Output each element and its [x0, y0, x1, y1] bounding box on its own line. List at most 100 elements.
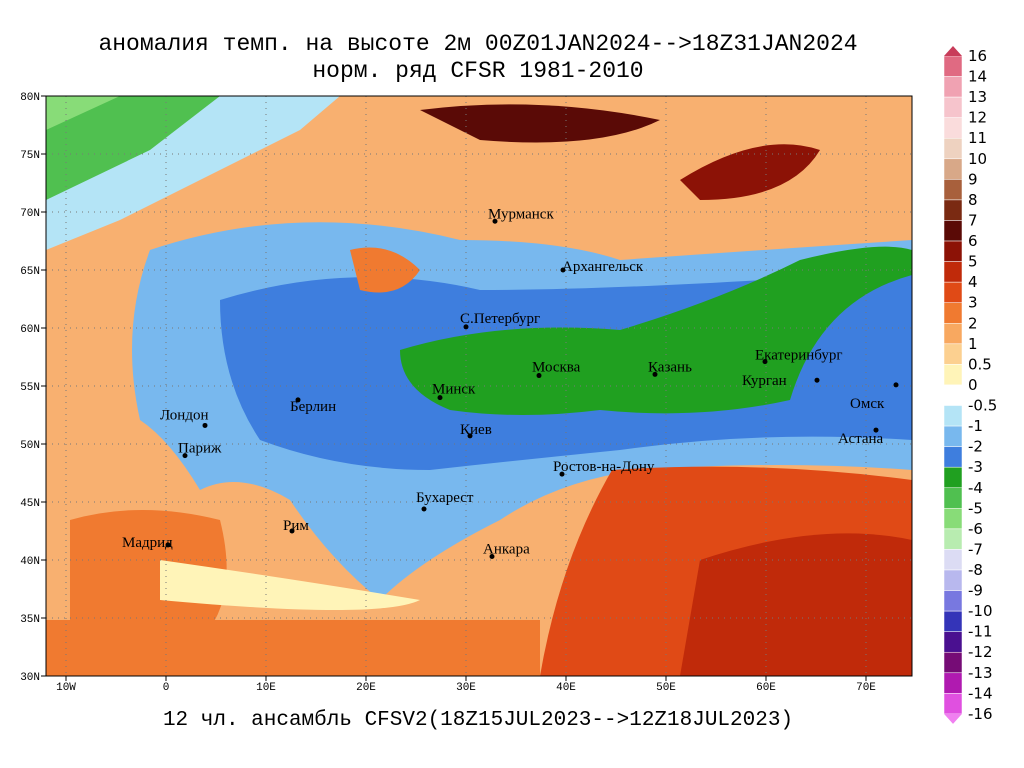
colorbar-label: -3: [968, 458, 983, 476]
colorbar-band: [943, 528, 963, 550]
colorbar-band: [943, 261, 963, 283]
colorbar-band: [943, 137, 963, 160]
colorbar-band: [943, 508, 963, 530]
colorbar-label: -11: [968, 623, 993, 641]
y-tick-label: 40N: [20, 556, 40, 568]
colorbar-label: -8: [968, 561, 983, 579]
colorbar-band: [943, 610, 963, 632]
colorbar-label: 13: [968, 88, 987, 106]
city-dot: [489, 554, 495, 560]
city-label: Омск: [850, 396, 885, 412]
city-dot: [165, 542, 171, 548]
x-tick-label: 70E: [856, 682, 876, 694]
colorbar-label: 9: [968, 170, 978, 188]
city-label: Екатеринбург: [755, 348, 842, 364]
colorbar-band: [943, 466, 963, 489]
city-label: Мадрид: [122, 535, 173, 551]
city-label: Лондон: [160, 407, 209, 423]
colorbar-label: 8: [968, 191, 978, 209]
colorbar-band: [943, 631, 963, 653]
colorbar-band: [943, 179, 963, 201]
city-dot: [492, 218, 498, 224]
city-dot: [893, 382, 899, 388]
city-label: Казань: [648, 359, 692, 375]
city-dot: [437, 395, 443, 401]
colorbar-band: [943, 96, 963, 118]
y-tick-label: 45N: [20, 498, 40, 510]
colorbar-label: 7: [968, 211, 978, 229]
y-tick-label: 65N: [20, 266, 40, 278]
colorbar-label: 16: [968, 47, 987, 65]
colorbar-band: [943, 343, 963, 365]
y-tick-label: 30N: [20, 672, 40, 684]
colorbar-band: [943, 487, 963, 509]
colorbar-label: -6: [968, 520, 983, 538]
colorbar-band: [943, 405, 963, 427]
colorbar-band: [943, 446, 963, 468]
colorbar-label: 11: [968, 129, 987, 147]
colorbar-band: [943, 323, 963, 345]
colorbar-label: -4: [968, 479, 983, 497]
colorbar-band: [943, 425, 963, 447]
colorbar-label: -7: [968, 540, 983, 558]
city-dot: [762, 359, 768, 365]
city-dot: [652, 371, 658, 377]
x-tick-label: 0: [163, 682, 170, 694]
colorbar-band: [943, 651, 963, 674]
colorbar-label: 14: [968, 68, 987, 86]
city-label: Париж: [178, 441, 222, 457]
y-tick-label: 75N: [20, 150, 40, 162]
y-tick-label: 70N: [20, 208, 40, 220]
y-tick-label: 50N: [20, 440, 40, 452]
city-dot: [463, 324, 469, 330]
city-dot: [182, 453, 188, 459]
colorbar-label: -12: [968, 643, 993, 661]
title: аномалия темп. на высоте 2м 00Z01JAN2024…: [98, 31, 857, 57]
city-dot: [560, 267, 566, 273]
colorbar-band: [943, 55, 963, 77]
colorbar-band: [943, 672, 963, 694]
city-dot: [814, 377, 820, 383]
city-label: Москва: [532, 360, 581, 376]
city-label: Ростов-на-Дону: [553, 459, 655, 475]
colorbar-label: 12: [968, 109, 987, 127]
city-label: Киев: [460, 422, 492, 438]
city-label: Минск: [432, 382, 476, 398]
colorbar-label: 0: [968, 376, 978, 394]
city-label: Анкара: [483, 542, 530, 558]
colorbar-band: [943, 590, 963, 612]
city-label: Берлин: [290, 399, 336, 415]
x-tick-label: 10E: [256, 682, 276, 694]
colorbar-label: 3: [968, 294, 978, 312]
x-tick-label: 60E: [756, 682, 776, 694]
colorbar-label: -0.5: [968, 397, 997, 415]
colorbar-label: -1: [968, 417, 983, 435]
y-tick-label: 55N: [20, 382, 40, 394]
colorbar-band: [943, 302, 963, 324]
city-dot: [467, 433, 473, 439]
colorbar-label: 5: [968, 253, 978, 271]
colorbar-label: 0.5: [968, 355, 992, 373]
x-tick-label: 40E: [556, 682, 576, 694]
city-dot: [202, 422, 208, 428]
city-dot: [421, 506, 427, 512]
city-dot: [289, 528, 295, 534]
city-label: Рим: [283, 518, 309, 534]
colorbar-label: -10: [968, 602, 993, 620]
colorbar-label: -2: [968, 438, 983, 456]
anomaly-field: [46, 96, 912, 676]
colorbar-label: 6: [968, 232, 978, 250]
colorbar-arrow: [944, 713, 962, 724]
colorbar-band: [943, 240, 963, 262]
city-label: Курган: [742, 373, 787, 389]
city-dot: [873, 427, 879, 433]
colorbar-label: -14: [968, 684, 993, 702]
city-label: Бухарест: [416, 490, 474, 506]
colorbar-band: [943, 281, 963, 303]
colorbar-band: [943, 117, 963, 139]
colorbar-band: [943, 693, 963, 715]
colorbar-label: 4: [968, 273, 978, 291]
colorbar-label: -5: [968, 499, 983, 517]
x-tick-label: 20E: [356, 682, 376, 694]
